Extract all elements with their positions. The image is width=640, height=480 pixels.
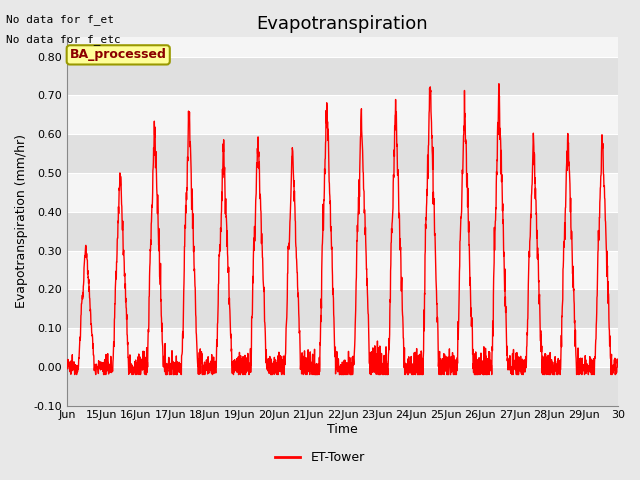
Legend: ET-Tower: ET-Tower (270, 446, 370, 469)
Bar (67, 57, 618, 96)
Bar (67, 251, 618, 289)
Bar (67, 367, 618, 406)
Bar (67, 328, 618, 367)
Text: BA_processed: BA_processed (70, 48, 166, 61)
Y-axis label: Evapotranspiration (mm/hr): Evapotranspiration (mm/hr) (15, 134, 28, 309)
Text: No data for f_et: No data for f_et (6, 14, 115, 25)
Bar (67, 289, 618, 328)
Bar (67, 173, 618, 212)
Text: No data for f_etc: No data for f_etc (6, 34, 121, 45)
Bar (67, 96, 618, 134)
X-axis label: Time: Time (327, 423, 358, 436)
Title: Evapotranspiration: Evapotranspiration (257, 15, 428, 33)
Bar (67, 212, 618, 251)
Bar (67, 134, 618, 173)
